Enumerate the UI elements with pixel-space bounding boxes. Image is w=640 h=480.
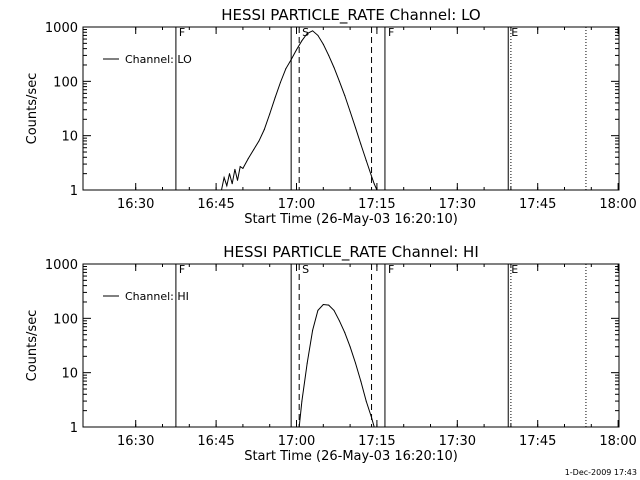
x-axis-label: Start Time (26-May-03 16:20:10) (244, 212, 458, 227)
data-point (253, 149, 255, 151)
data-point (371, 416, 373, 418)
data-point (333, 309, 335, 311)
x-tick-label: 17:45 (519, 197, 556, 212)
time-marker-label: S (302, 26, 309, 39)
data-point (354, 362, 356, 364)
y-tick-label: 100 (53, 75, 78, 90)
time-marker-label: E (511, 263, 518, 276)
data-point (373, 183, 375, 185)
data-point (298, 426, 300, 428)
y-tick-label: 10 (61, 367, 78, 382)
data-point (226, 185, 228, 187)
legend-entry: Channel: LO (125, 53, 192, 66)
legend-entry: Channel: HI (125, 290, 189, 303)
data-point (301, 40, 303, 42)
y-tick-label: 1000 (45, 258, 78, 273)
y-tick-label: 1000 (45, 21, 78, 36)
data-point (365, 400, 367, 402)
x-tick-label: 17:45 (519, 434, 556, 449)
series-line (298, 303, 375, 428)
data-point (220, 189, 222, 191)
x-tick-label: 17:00 (278, 434, 315, 449)
data-point (344, 94, 346, 96)
data-point (223, 176, 225, 178)
data-point (317, 34, 319, 36)
x-tick-label: 16:30 (117, 434, 154, 449)
data-point (376, 189, 378, 191)
data-point (365, 159, 367, 161)
time-marker-label: F (179, 263, 185, 276)
data-point (301, 400, 303, 402)
data-point (237, 179, 239, 181)
data-point (312, 30, 314, 32)
time-marker-label: S (302, 263, 309, 276)
data-point (338, 80, 340, 82)
data-point (258, 140, 260, 142)
data-point (290, 59, 292, 61)
data-point (344, 331, 346, 333)
y-tick-label: 1 (70, 421, 78, 436)
x-tick-label: 17:15 (358, 434, 395, 449)
data-point (231, 183, 233, 185)
data-point (322, 303, 324, 305)
data-point (354, 127, 356, 129)
data-point (317, 309, 319, 311)
data-point (279, 82, 281, 84)
lo-channel-panel: HESSI PARTICLE_RATE Channel: LO 16:30 16:4… (25, 6, 637, 227)
time-marker-label: F (179, 26, 185, 39)
x-tick-label: 18:00 (599, 197, 636, 212)
timestamp-stamp: 1-Dec-2009 17:43 (565, 468, 637, 477)
data-point (239, 166, 241, 168)
time-marker-label: F (388, 263, 394, 276)
chart-title: HESSI PARTICLE_RATE Channel: HI (223, 243, 479, 262)
time-marker-label: E (511, 26, 518, 39)
time-marker-label: F (388, 26, 394, 39)
data-point (373, 426, 375, 428)
data-point (328, 304, 330, 306)
data-point (229, 173, 231, 175)
x-tick-label: 17:30 (439, 197, 476, 212)
x-tick-label: 17:00 (278, 197, 315, 212)
data-point (371, 175, 373, 177)
plot-frame (82, 263, 620, 428)
data-point (269, 113, 271, 115)
data-point (349, 110, 351, 112)
y-tick-label: 100 (53, 312, 78, 327)
data-point (296, 49, 298, 51)
data-point (242, 167, 244, 169)
x-tick-label: 17:30 (439, 434, 476, 449)
x-tick-label: 16:45 (197, 197, 234, 212)
data-point (312, 329, 314, 331)
data-point (274, 97, 276, 99)
data-point (234, 168, 236, 170)
plot-frame (82, 26, 620, 191)
x-tick-label: 18:00 (599, 434, 636, 449)
x-tick-label: 16:45 (197, 434, 234, 449)
y-tick-label: 10 (61, 130, 78, 145)
y-tick-label: 1 (70, 184, 78, 199)
data-point (322, 43, 324, 45)
data-point (333, 66, 335, 68)
data-point (306, 32, 308, 34)
x-axis-label: Start Time (26-May-03 16:20:10) (244, 449, 458, 464)
y-axis-label: Counts/sec (25, 310, 40, 382)
data-point (328, 54, 330, 56)
x-tick-label: 17:15 (358, 197, 395, 212)
data-point (360, 143, 362, 145)
y-axis-label: Counts/sec (25, 73, 40, 145)
data-point (306, 362, 308, 364)
data-point (263, 128, 265, 130)
data-point (285, 68, 287, 70)
data-point (360, 380, 362, 382)
data-point (338, 320, 340, 322)
x-tick-label: 16:30 (117, 197, 154, 212)
chart-title: HESSI PARTICLE_RATE Channel: LO (221, 6, 480, 25)
data-point (247, 157, 249, 159)
hi-channel-panel: HESSI PARTICLE_RATE Channel: HI 16:30 16:4… (25, 243, 637, 464)
data-point (349, 346, 351, 348)
